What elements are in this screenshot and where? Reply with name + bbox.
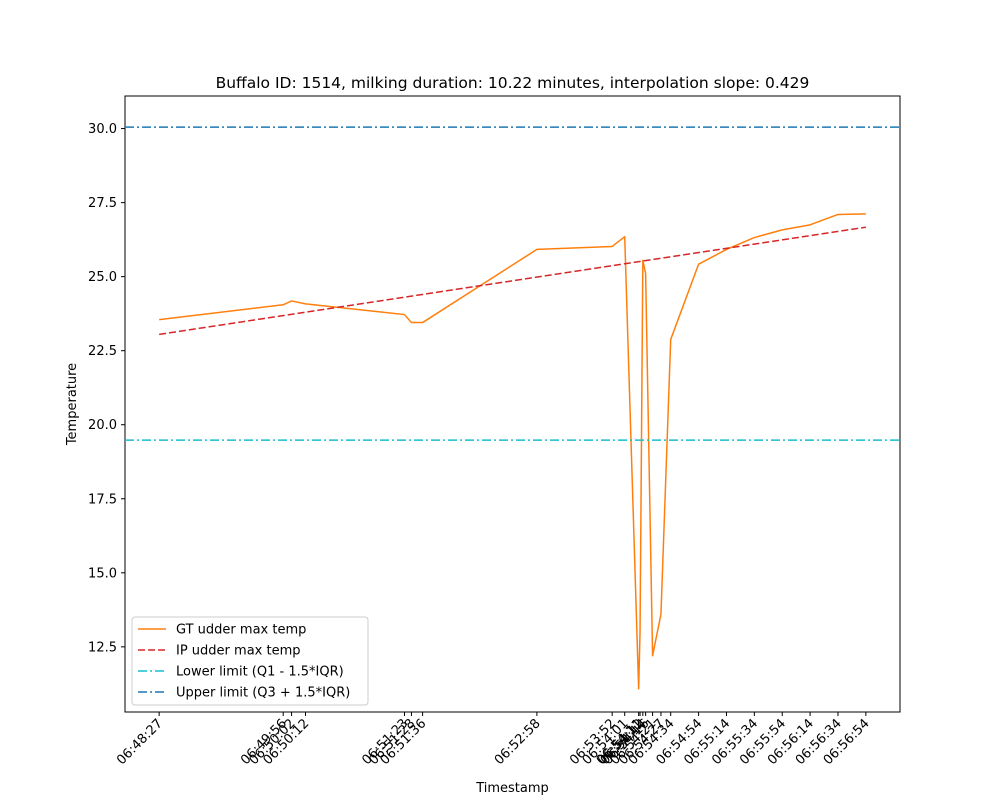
legend-entry: GT udder max temp xyxy=(176,623,306,638)
series-line xyxy=(159,226,866,336)
legend: GT udder max temp IP udder max temp Lower … xyxy=(131,616,369,706)
y-tick-label: 20.0 xyxy=(88,418,117,433)
legend-entry: Lower limit (Q1 - 1.5*IQR) xyxy=(176,665,344,680)
series-line xyxy=(159,213,866,690)
x-axis-label: Timestamp xyxy=(475,781,549,796)
y-tick-label: 22.5 xyxy=(88,344,117,359)
x-tick-label: 06:52:58 xyxy=(492,716,544,768)
legend-entry: Upper limit (Q3 + 1.5*IQR) xyxy=(176,686,350,701)
y-tick-label: 25.0 xyxy=(88,270,117,285)
y-tick-label: 15.0 xyxy=(88,566,117,581)
legend-entry: IP udder max temp xyxy=(176,644,301,659)
plot-frame xyxy=(124,95,901,713)
y-tick-label: 30.0 xyxy=(88,122,117,137)
y-tick-label: 27.5 xyxy=(88,196,117,211)
y-axis-label: Temperature xyxy=(65,363,80,446)
legend-box xyxy=(131,616,369,706)
chart-title: Buffalo ID: 1514, milking duration: 10.2… xyxy=(216,74,810,92)
y-tick-label: 17.5 xyxy=(88,492,117,507)
y-tick-label: 12.5 xyxy=(88,640,117,655)
x-tick-label: 06:48:27 xyxy=(114,716,166,768)
